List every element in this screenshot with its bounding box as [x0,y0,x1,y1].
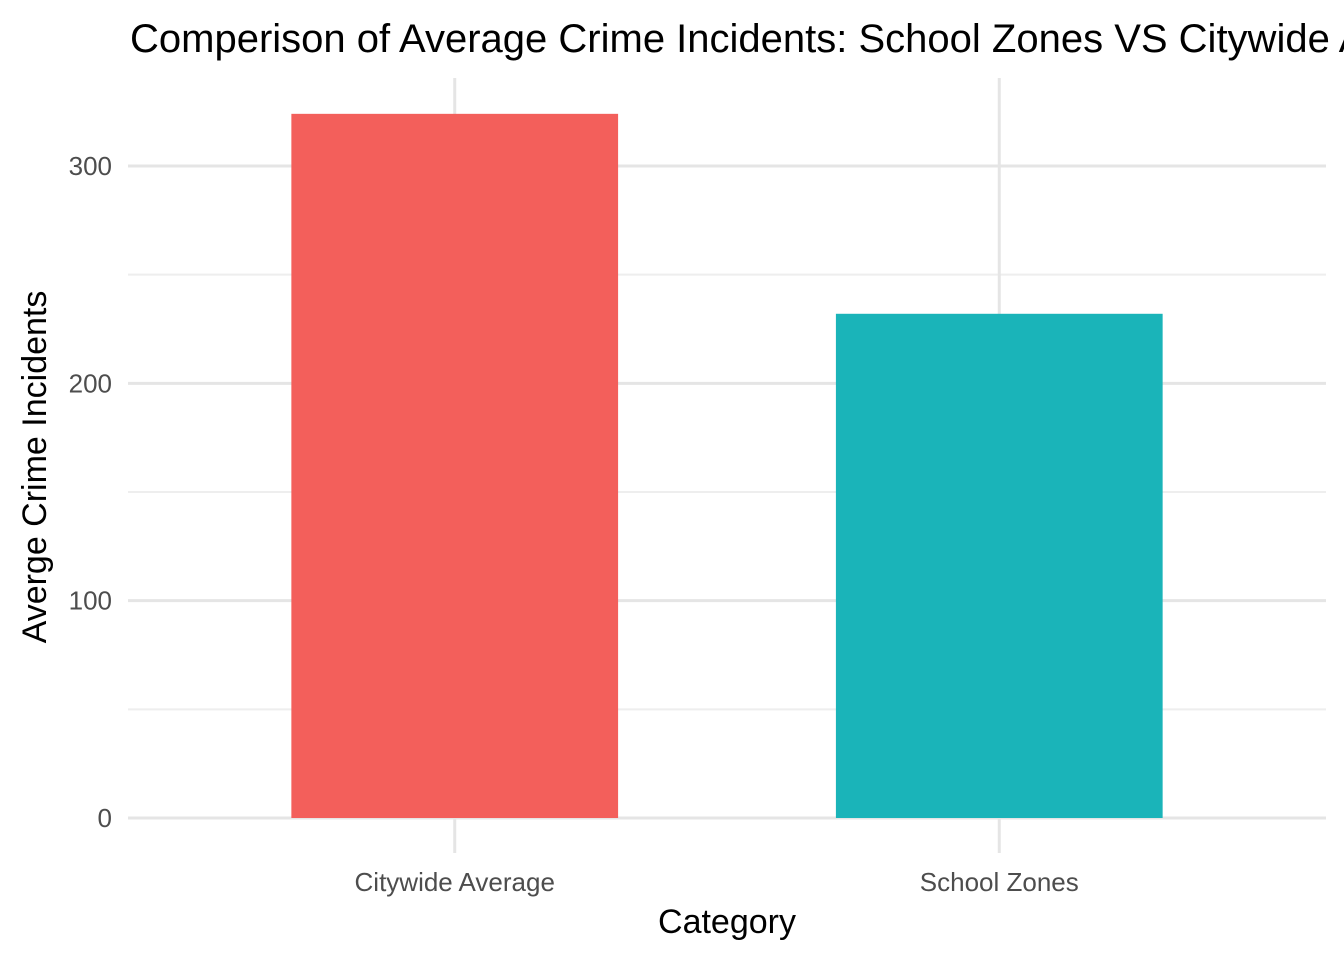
x-axis-title: Category [658,903,796,941]
bar-school-zones [835,313,1163,818]
bar-citywide-average [291,113,619,819]
y-tick-label: 0 [98,803,112,833]
y-tick-label: 300 [69,151,112,181]
y-tick-label: 100 [69,586,112,616]
tick-labels: 0 100 200 300 Citywide Average School Zones [69,151,1079,897]
y-tick-label: 200 [69,368,112,398]
x-tick-label: School Zones [920,867,1079,897]
x-tick-label: Citywide Average [355,867,555,897]
chart-title: Comperison of Average Crime Incidents: S… [130,17,1344,61]
y-axis-title: Averge Crime Incidents [16,291,54,644]
bars [291,113,1163,819]
